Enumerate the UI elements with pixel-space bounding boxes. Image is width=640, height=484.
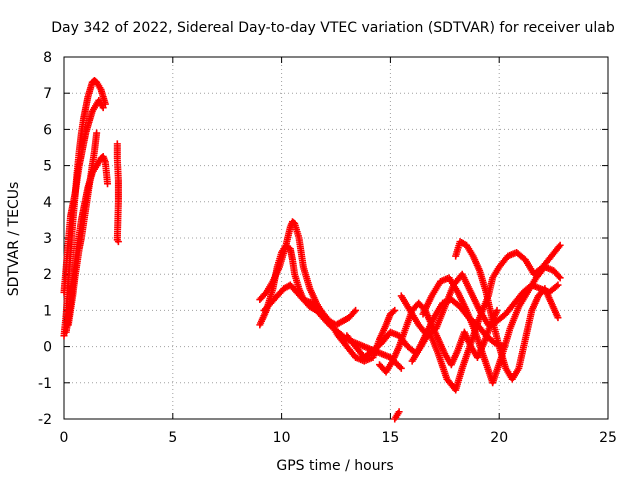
series-arc-11	[397, 270, 562, 340]
x-tick-label: 10	[273, 430, 291, 446]
data-point	[493, 306, 501, 314]
x-tick-label: 20	[490, 430, 508, 446]
series-arc-13	[452, 238, 562, 383]
data-point	[554, 281, 562, 289]
series-arc-15	[376, 299, 501, 376]
y-tick-label: 0	[43, 340, 52, 356]
y-tick-label: -1	[38, 376, 52, 392]
data-point	[554, 314, 562, 322]
data-point	[391, 306, 399, 314]
data-point	[350, 308, 358, 316]
x-tick-label: 15	[381, 430, 399, 446]
y-tick-label: 1	[43, 303, 52, 319]
data-point	[395, 408, 403, 416]
x-tick-label: 25	[599, 430, 617, 446]
series-arc-7	[256, 218, 360, 329]
x-axis-label: GPS time / hours	[276, 458, 393, 474]
y-tick-label: 8	[43, 50, 52, 66]
x-tick-label: 0	[60, 430, 69, 446]
data-point	[104, 180, 112, 188]
y-tick-label: -2	[38, 412, 52, 428]
data-point	[555, 272, 563, 280]
y-tick-label: 3	[43, 231, 52, 247]
data-point	[93, 129, 101, 137]
data-point	[114, 238, 122, 246]
data-point	[99, 104, 107, 112]
x-tick-label: 5	[168, 430, 177, 446]
data-point	[556, 241, 564, 249]
data-point	[556, 274, 564, 282]
y-axis-label: SDTVAR / TECUs	[6, 182, 22, 297]
data-point	[389, 308, 397, 316]
y-tick-label: 2	[43, 267, 52, 283]
series-arc-14	[419, 263, 564, 387]
y-tick-label: 5	[43, 159, 52, 175]
series-arc-8	[260, 281, 399, 365]
y-tick-label: 7	[43, 86, 52, 102]
data-point	[553, 282, 561, 290]
chart-title: Day 342 of 2022, Sidereal Day-to-day VTE…	[51, 20, 615, 36]
data-point	[352, 306, 360, 314]
y-tick-label: 6	[43, 122, 52, 138]
series-arc-3	[60, 96, 107, 296]
series-arc-10	[391, 408, 403, 423]
series-arc-4	[64, 129, 101, 329]
series-arc-5	[113, 140, 122, 246]
data-point	[397, 364, 405, 372]
y-tick-label: 4	[43, 195, 52, 211]
